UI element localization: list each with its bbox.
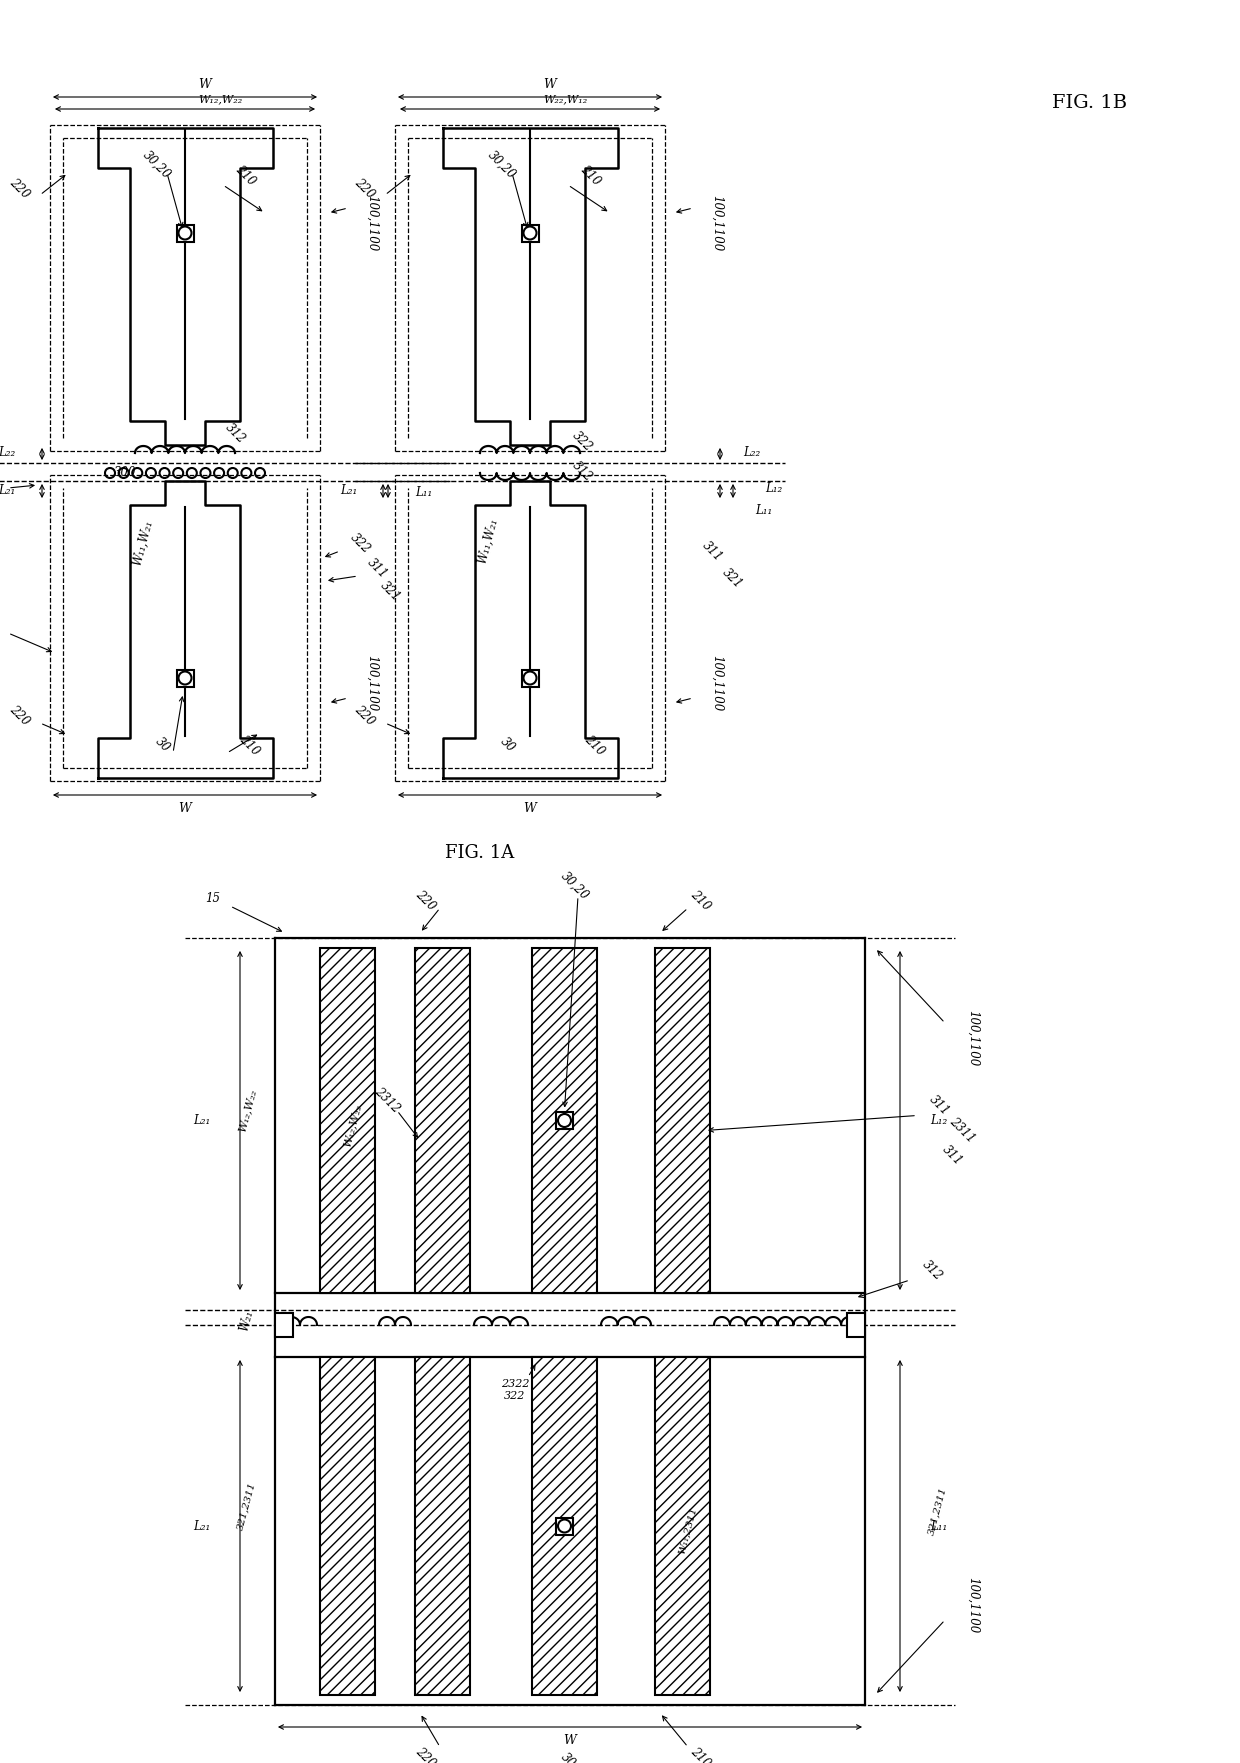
Text: W₂₁: W₂₁	[238, 1308, 257, 1333]
Text: FIG. 1B: FIG. 1B	[1053, 93, 1127, 113]
Bar	[532, 948, 596, 1292]
Text: 322: 322	[569, 428, 594, 453]
Text: L₂₁: L₂₁	[0, 485, 15, 497]
Text: L₁₁: L₁₁	[755, 504, 773, 518]
Bar	[320, 948, 374, 1292]
Text: FIG. 1A: FIG. 1A	[445, 844, 515, 862]
Text: 210: 210	[237, 732, 262, 758]
Text: W₁₂,W₂₂: W₁₂,W₂₂	[198, 93, 242, 104]
Text: L₂₁: L₂₁	[192, 1114, 210, 1127]
Text: L₁₂: L₁₂	[765, 481, 782, 494]
Bar	[415, 1358, 470, 1694]
Text: 312: 312	[222, 420, 248, 446]
Bar	[522, 670, 538, 686]
Text: W₁₁,W₂₁: W₁₁,W₂₁	[130, 518, 155, 568]
Text: 210: 210	[687, 887, 713, 913]
Text: 311: 311	[940, 1142, 965, 1169]
Text: 210: 210	[687, 1744, 713, 1763]
Text: 220: 220	[352, 702, 377, 728]
Text: W: W	[543, 79, 557, 92]
Text: 322: 322	[348, 531, 373, 555]
Text: 100,1100: 100,1100	[966, 1010, 980, 1067]
Text: 311: 311	[365, 555, 391, 580]
Bar	[655, 948, 711, 1292]
Text: 312: 312	[569, 458, 594, 483]
Text: 30,20: 30,20	[558, 1751, 591, 1763]
Text: 220: 220	[413, 1744, 438, 1763]
Text: 100,1100: 100,1100	[966, 1576, 980, 1633]
Bar	[522, 224, 538, 242]
Text: 321,2311: 321,2311	[928, 1486, 949, 1536]
Text: 220: 220	[413, 887, 438, 913]
Text: L₂₂: L₂₂	[743, 446, 760, 460]
Text: 210: 210	[578, 162, 603, 187]
Text: 30,20: 30,20	[558, 869, 591, 903]
Text: W: W	[198, 79, 212, 92]
Text: L₁₁: L₁₁	[930, 1520, 947, 1532]
Text: 300: 300	[114, 465, 136, 478]
Bar	[847, 1313, 866, 1336]
Bar	[556, 1112, 573, 1128]
Text: 311: 311	[701, 538, 725, 564]
Text: 100,1100: 100,1100	[711, 196, 723, 250]
Text: 2311: 2311	[947, 1116, 977, 1146]
Text: 100,1100: 100,1100	[711, 654, 723, 710]
Bar	[655, 1358, 711, 1694]
Text: W₁₁,2311: W₁₁,2311	[677, 1506, 698, 1555]
Text: 321: 321	[378, 578, 403, 603]
Text: 210: 210	[582, 732, 608, 758]
Text: W₁₂,W₂₂: W₁₂,W₂₂	[342, 1104, 363, 1148]
Text: 100,1100: 100,1100	[366, 654, 378, 710]
Text: 311: 311	[928, 1093, 952, 1118]
Text: L₁₁: L₁₁	[415, 487, 433, 499]
Text: W: W	[179, 802, 191, 815]
Bar	[556, 1518, 573, 1534]
Text: W: W	[563, 1733, 577, 1747]
Text: L₂₁: L₂₁	[340, 485, 357, 497]
Text: 321: 321	[720, 566, 745, 591]
Bar	[275, 1313, 293, 1336]
Bar	[532, 1358, 596, 1694]
Text: W₂₂,W₁₂: W₂₂,W₁₂	[543, 93, 587, 104]
Text: 321,2311: 321,2311	[237, 1481, 258, 1530]
Text: 2322
322: 2322 322	[501, 1379, 529, 1402]
Text: W₁₁,W₂₁: W₁₁,W₂₁	[476, 517, 501, 566]
Text: W₁₂,W₂₂: W₁₂,W₂₂	[237, 1088, 258, 1134]
Text: 100,1100: 100,1100	[366, 196, 378, 250]
Text: L₁₂: L₁₂	[930, 1114, 947, 1127]
Bar	[415, 948, 470, 1292]
Text: 210: 210	[233, 162, 258, 187]
Text: 15: 15	[205, 892, 219, 904]
Bar	[320, 1358, 374, 1694]
Text: 220: 220	[7, 176, 32, 201]
Text: W: W	[523, 802, 537, 815]
Text: 30: 30	[153, 735, 172, 755]
Text: 312: 312	[920, 1257, 945, 1282]
Text: 30,20: 30,20	[140, 148, 174, 182]
Text: 30: 30	[498, 735, 518, 755]
Text: L₂₁: L₂₁	[192, 1520, 210, 1532]
Text: L₂₂: L₂₂	[0, 446, 15, 460]
Text: 220: 220	[7, 702, 32, 728]
Bar	[176, 670, 193, 686]
Text: 2312: 2312	[372, 1086, 402, 1116]
Text: 30,20: 30,20	[486, 148, 518, 182]
Text: 220: 220	[352, 176, 377, 201]
Bar	[176, 224, 193, 242]
